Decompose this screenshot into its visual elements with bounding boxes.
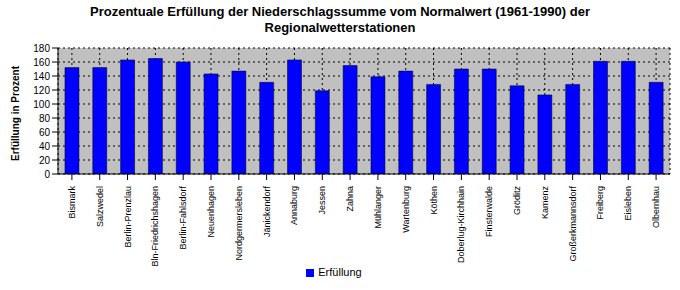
svg-text:0: 0: [44, 169, 50, 180]
svg-text:100: 100: [33, 99, 50, 110]
svg-text:Salzwedel: Salzwedel: [95, 186, 105, 227]
svg-text:Finsterwalde: Finsterwalde: [484, 186, 494, 237]
html-text:Prozentuale Erfüllung der Nied: Prozentuale Erfüllung der Niederschlagss…: [90, 4, 590, 35]
svg-text:Annaburg: Annaburg: [289, 186, 299, 225]
svg-text:60: 60: [39, 127, 51, 138]
svg-text:80: 80: [39, 113, 51, 124]
svg-text:Wartenburg: Wartenburg: [401, 186, 411, 233]
svg-text:20: 20: [39, 155, 51, 166]
svg-text:160: 160: [33, 57, 50, 68]
svg-text:120: 120: [33, 85, 50, 96]
svg-text:Eisleben: Eisleben: [623, 186, 633, 221]
svg-text:Neuenhagen: Neuenhagen: [206, 186, 216, 238]
svg-text:140: 140: [33, 71, 50, 82]
svg-text:Jänickendorf: Jänickendorf: [262, 186, 272, 238]
svg-text:Zahna: Zahna: [345, 186, 355, 212]
svg-text:Olbernhau: Olbernhau: [651, 186, 661, 228]
svg-text:Mühlanger: Mühlanger: [373, 186, 383, 229]
svg-text:40: 40: [39, 141, 51, 152]
svg-text:Köthen: Köthen: [429, 186, 439, 215]
html-text:Erfüllung: Erfüllung: [318, 266, 362, 278]
svg-text:Freiberg: Freiberg: [595, 186, 605, 220]
svg-text:Großerkmannsdorf: Großerkmannsdorf: [568, 186, 578, 262]
svg-text:Nordgermersleben: Nordgermersleben: [234, 186, 244, 261]
svg-text:Jessen: Jessen: [317, 186, 327, 215]
svg-text:Bln-Friedrichshagen: Bln-Friedrichshagen: [150, 186, 160, 267]
svg-text:Gröditz: Gröditz: [512, 186, 522, 216]
svg-text:180: 180: [33, 43, 50, 54]
svg-text:Berlin-Prenzlau: Berlin-Prenzlau: [123, 186, 133, 248]
svg-text:Erfüllung in Prozent: Erfüllung in Prozent: [10, 65, 21, 161]
svg-text:Kamenz: Kamenz: [540, 186, 550, 220]
svg-text:Bismark: Bismark: [67, 186, 77, 219]
svg-text:Doberlug-Kirchhain: Doberlug-Kirchhain: [456, 186, 466, 263]
svg-text:Berlin-Fahlsdorf: Berlin-Fahlsdorf: [178, 186, 188, 250]
